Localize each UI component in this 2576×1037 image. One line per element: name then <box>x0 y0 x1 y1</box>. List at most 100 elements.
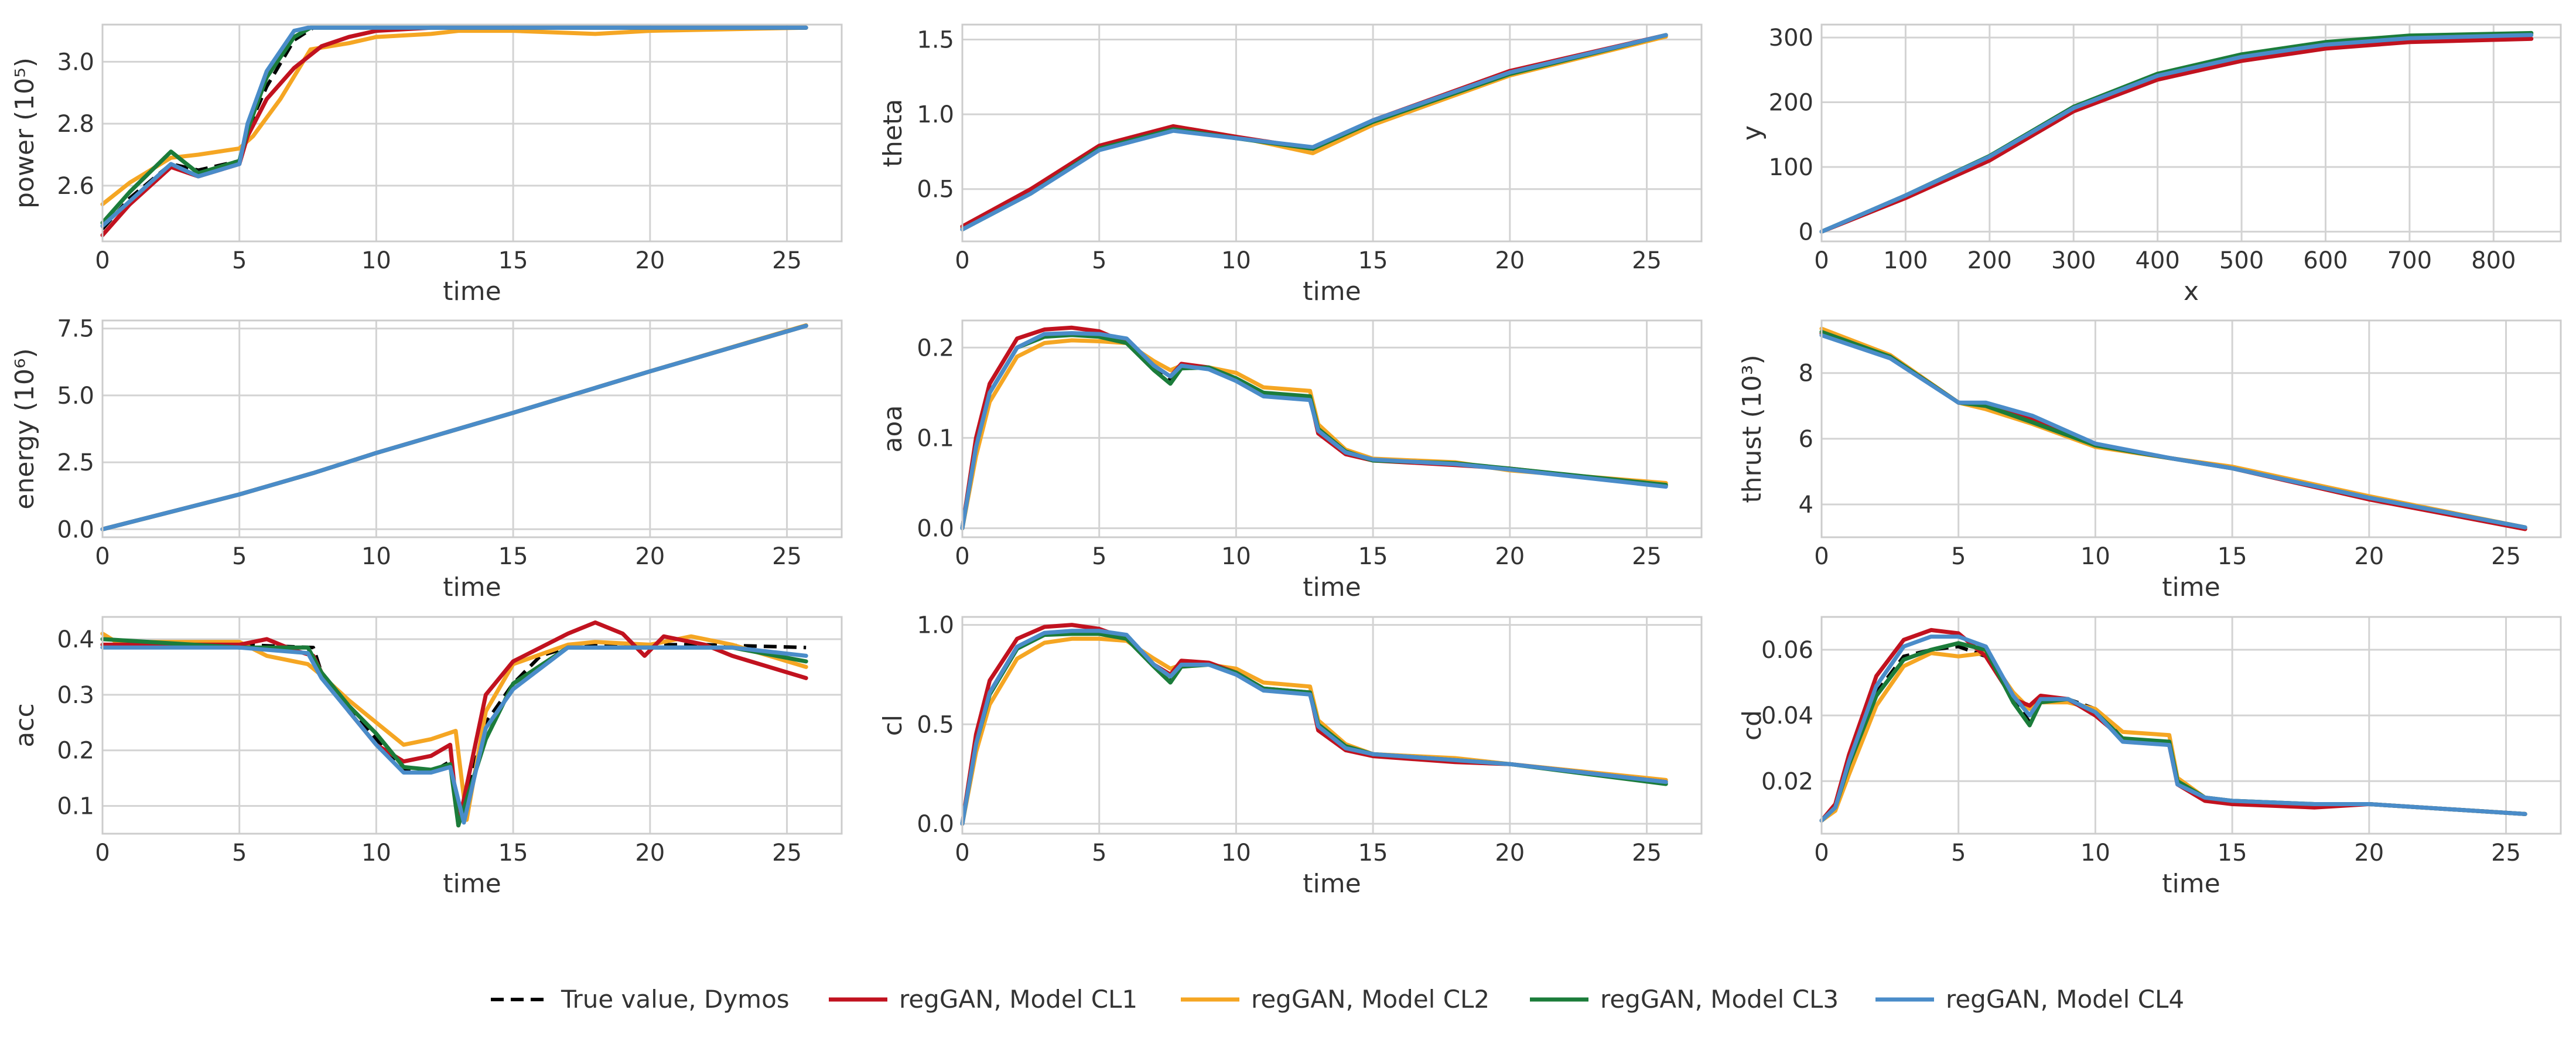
y-axis-label: energy (10⁶) <box>10 348 40 509</box>
y-tick-label: 0.02 <box>1761 768 1813 795</box>
plot-frame <box>101 319 843 538</box>
plot-frame <box>1820 23 2562 243</box>
x-tick-label: 200 <box>1967 247 2012 274</box>
subplot-thrust: 0 5 10 15 20 25 4 6 8 time thrust (10³) <box>1737 319 2562 602</box>
plot-area <box>103 320 842 537</box>
x-axis-label: time <box>443 572 501 602</box>
plot-area <box>962 25 1702 241</box>
legend-label: regGAN, Model CL3 <box>1600 985 1839 1014</box>
x-tick-label: 5 <box>1092 247 1106 274</box>
x-tick-label: 300 <box>2051 247 2096 274</box>
plot-area <box>103 25 842 241</box>
series-line-cl4 <box>960 33 1668 232</box>
legend-item-cl1: regGAN, Model CL1 <box>829 985 1137 1014</box>
x-tick-label: 0 <box>95 543 110 570</box>
subplot-y: 0 100 200 300 400 500 600 700 800 0 100 200 300 x y <box>1737 23 2562 306</box>
x-tick-label: 20 <box>1495 543 1525 570</box>
x-tick-label: 0 <box>1814 543 1829 570</box>
legend-item-cl4: regGAN, Model CL4 <box>1875 985 2184 1014</box>
x-axis-label: time <box>1303 869 1361 899</box>
plot-frame <box>1820 616 2562 835</box>
x-axis-label: time <box>1303 277 1361 306</box>
y-axis-label: theta <box>878 99 908 167</box>
subplot-cd: 0 5 10 15 20 25 0.02 0.04 0.06 time cd <box>1737 616 2562 899</box>
y-tick-label: 1.5 <box>917 27 954 54</box>
x-tick-label: 400 <box>2135 247 2179 274</box>
x-tick-label: 20 <box>1495 247 1525 274</box>
plot-area <box>1822 25 2561 241</box>
y-tick-label: 2.8 <box>57 111 94 138</box>
y-tick-label: 200 <box>1769 90 1813 117</box>
x-axis-label: time <box>1303 572 1361 602</box>
y-tick-label: 2.5 <box>57 449 94 476</box>
x-axis-label: x <box>2184 277 2199 306</box>
x-tick-label: 10 <box>1221 840 1251 867</box>
subplot-grid: 0 5 10 15 20 25 2.6 2.8 3.0 time power (10⁵) 0 5 10 15… <box>10 23 2562 899</box>
subplot-acc: 0 5 10 15 20 25 0.1 0.2 0.3 0.4 time acc <box>10 616 843 899</box>
y-tick-label: 0.5 <box>917 176 954 203</box>
series-line-cl4 <box>100 323 808 531</box>
x-axis-label: time <box>443 869 501 899</box>
x-tick-label: 100 <box>1883 247 1928 274</box>
legend-label: regGAN, Model CL2 <box>1251 985 1489 1014</box>
x-tick-label: 5 <box>232 840 247 867</box>
plot-frame <box>101 23 843 243</box>
plot-frame <box>101 616 843 835</box>
x-tick-label: 5 <box>1092 543 1106 570</box>
x-tick-label: 0 <box>955 840 969 867</box>
x-tick-label: 600 <box>2303 247 2348 274</box>
x-tick-label: 25 <box>772 247 802 274</box>
y-tick-label: 0.2 <box>57 738 94 765</box>
y-tick-label: 100 <box>1769 154 1813 181</box>
x-axis-label: time <box>2162 572 2220 602</box>
x-tick-label: 25 <box>772 840 802 867</box>
y-tick-label: 3.0 <box>57 49 94 76</box>
series-line-cl2 <box>100 632 808 822</box>
x-tick-label: 0 <box>1814 840 1829 867</box>
x-tick-label: 20 <box>635 247 665 274</box>
y-axis-label: cd <box>1737 710 1767 741</box>
y-tick-label: 300 <box>1769 25 1813 52</box>
legend-item-true: True value, Dymos <box>491 985 790 1014</box>
y-tick-label: 0.4 <box>57 626 94 653</box>
series-line-cl4 <box>100 645 808 825</box>
x-tick-label: 5 <box>232 543 247 570</box>
x-tick-label: 15 <box>1358 247 1388 274</box>
legend-label: regGAN, Model CL4 <box>1946 985 2184 1014</box>
series-line-cl1 <box>1819 36 2534 234</box>
x-tick-label: 0 <box>1814 247 1829 274</box>
series-line-cl1 <box>1819 627 2527 823</box>
legend-label: regGAN, Model CL1 <box>899 985 1137 1014</box>
x-tick-label: 10 <box>361 543 391 570</box>
y-axis-label: thrust (10³) <box>1737 354 1767 503</box>
plot-area <box>1822 320 2561 537</box>
x-tick-label: 15 <box>1358 543 1388 570</box>
y-tick-label: 1.0 <box>917 101 954 128</box>
y-tick-label: 7.5 <box>57 316 94 343</box>
x-axis-label: time <box>443 277 501 306</box>
x-tick-label: 15 <box>2218 840 2247 867</box>
y-tick-label: 4 <box>1799 492 1813 518</box>
x-tick-label: 500 <box>2219 247 2264 274</box>
x-tick-label: 700 <box>2387 247 2432 274</box>
y-axis-label: cl <box>878 715 908 736</box>
x-tick-label: 800 <box>2471 247 2516 274</box>
series-line-cl4 <box>1819 33 2534 234</box>
x-tick-label: 15 <box>498 543 528 570</box>
x-tick-label: 25 <box>1632 247 1662 274</box>
x-tick-label: 10 <box>1221 543 1251 570</box>
y-tick-label: 0.0 <box>917 811 954 838</box>
x-tick-label: 10 <box>361 247 391 274</box>
x-tick-label: 5 <box>232 247 247 274</box>
x-tick-label: 0 <box>95 247 110 274</box>
series-line-cl4 <box>1819 333 2527 530</box>
x-tick-label: 25 <box>772 543 802 570</box>
y-tick-label: 1.0 <box>917 612 954 639</box>
y-tick-label: 0.0 <box>57 516 94 543</box>
y-axis-label: aoa <box>878 405 908 453</box>
subplot-theta: 0 5 10 15 20 25 0.5 1.0 1.5 time theta <box>878 23 1703 306</box>
y-tick-label: 0.0 <box>917 516 954 543</box>
series-line-cl2 <box>100 25 808 207</box>
plot-frame <box>961 616 1703 835</box>
